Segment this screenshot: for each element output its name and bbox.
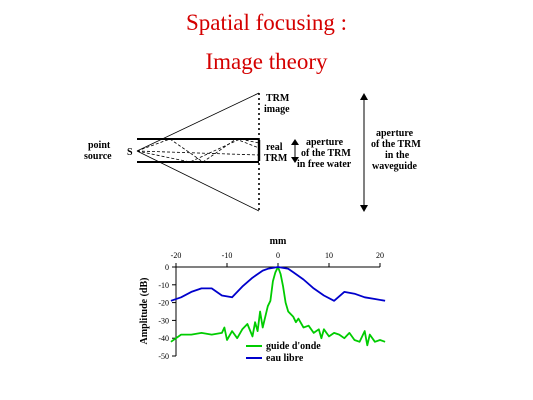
y-tick-label: -40 (158, 334, 169, 343)
y-axis-label: Amplitude (dB) (139, 278, 150, 345)
x-tick-label: -20 (171, 251, 182, 260)
x-tick-label: 0 (276, 251, 280, 260)
free-water-aperture-arrow (291, 139, 299, 163)
aperture-free-water-line1: aperture (306, 137, 344, 148)
y-tick-label: -30 (158, 316, 169, 325)
direct-ray (136, 150, 260, 156)
y-axis-ticks: 0 -10 -20 -30 -40 -50 (158, 263, 176, 361)
aperture-waveguide-line4: waveguide (372, 161, 418, 172)
trm-image-label-line1: TRM (266, 93, 290, 104)
chart-legend: guide d'onde eau libre (246, 341, 321, 364)
image-ray-top (136, 92, 260, 152)
x-tick-label: 10 (325, 251, 333, 260)
x-tick-label: -10 (222, 251, 233, 260)
image-ray-bottom (136, 150, 260, 212)
aperture-waveguide-line2: of the TRM (371, 139, 421, 150)
slide-title-line1: Spatial focusing : (186, 10, 347, 35)
aperture-free-water-line2: of the TRM (301, 148, 351, 159)
aperture-waveguide-line3: in the (385, 150, 410, 161)
point-source-label-line1: point (88, 140, 111, 151)
real-trm-label-line2: TRM (264, 153, 288, 164)
slide-title-line2: Image theory (205, 49, 328, 74)
y-tick-label: -20 (158, 299, 169, 308)
x-axis-label: mm (270, 236, 287, 247)
x-tick-label: 20 (376, 251, 384, 260)
point-source-label-line2: source (84, 151, 112, 162)
source-letter-s: S (127, 147, 133, 158)
x-axis-ticks: -20 -10 0 10 20 (171, 251, 384, 267)
y-tick-label: -10 (158, 281, 169, 290)
series-line-eau-libre (170, 266, 386, 302)
guided-ray-path-2 (136, 138, 260, 163)
series-line-guide-d-onde (170, 266, 386, 347)
waveguide-aperture-arrow (360, 93, 368, 212)
amplitude-chart: mm Amplitude (dB) -20 -10 0 10 20 0 -10 -20 -30… (139, 236, 386, 364)
aperture-waveguide-line1: aperture (376, 128, 414, 139)
legend-label-eau-libre: eau libre (266, 353, 304, 364)
aperture-free-water-line3: in free water (297, 159, 352, 170)
y-tick-label: 0 (165, 263, 169, 272)
image-theory-diagram: point source S TRM image real TRM apertu… (84, 92, 421, 212)
series-layer (170, 266, 386, 347)
trm-image-label-line2: image (264, 104, 290, 115)
legend-label-guide-d-onde: guide d'onde (266, 341, 321, 352)
y-tick-label: -50 (158, 352, 169, 361)
guided-ray-path-1 (136, 138, 260, 163)
real-trm-label-line1: real (266, 142, 283, 153)
